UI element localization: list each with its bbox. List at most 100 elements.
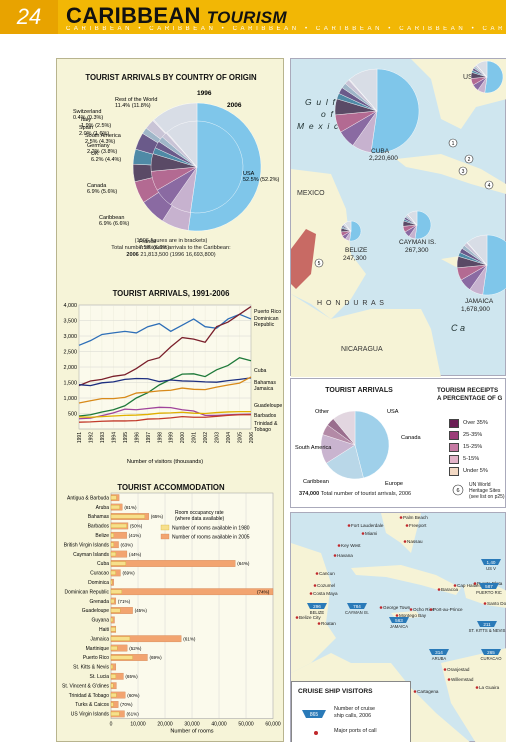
heritage-legend-number: 6	[456, 488, 459, 494]
cruise-legend-badge: 865	[310, 712, 319, 718]
small-pie-slice-1	[326, 444, 364, 480]
line-xtick-11: 2002	[203, 432, 209, 443]
cayman-name-label: CAYMAN IS.	[399, 239, 436, 246]
bar-category-2: Bahamas	[88, 514, 110, 520]
cruise-badge-ship-5	[477, 621, 497, 627]
bar-category-8: Curacao	[90, 571, 109, 577]
origin-label-value-6: 6.2% (4.4%)	[91, 157, 121, 163]
line-series-label-1: Dominican	[254, 316, 279, 322]
line-ytick-6: 3,500	[64, 319, 78, 325]
port-label-13: Montego Bay	[399, 613, 427, 618]
port-label-21: Willemstad	[451, 677, 474, 682]
usa-pie-slice-0	[484, 60, 504, 94]
port-label-5: Key West	[341, 543, 361, 548]
cruise-badge-label-0: BELIZE	[310, 610, 325, 615]
line-series-label-2: Republic	[254, 322, 275, 328]
mexico-yucatan-shading	[291, 229, 316, 289]
small-pie-label-5: South America	[295, 445, 332, 451]
port-dot-5	[337, 544, 341, 547]
bar-category-5: British Virgin Islands	[64, 542, 110, 548]
origin-2006-slice-0	[190, 120, 244, 214]
origin-note-total: Total number of tourist arrivals to the …	[111, 245, 231, 251]
bar-1980-17	[110, 655, 133, 660]
heritage-marker-3: 3	[462, 169, 465, 175]
receipts-swatch-1	[449, 431, 459, 440]
bar-occupancy-23: (61%)	[127, 712, 140, 717]
bar-1980-6	[110, 552, 117, 557]
line-xtick-1: 1992	[88, 432, 94, 443]
bar-category-20: St. Vincent & G'dines	[62, 683, 109, 689]
origin-label-value-5: 2.2% (3.8%)	[87, 149, 117, 155]
bar-legend-2005-swatch	[160, 533, 170, 540]
port-label-22: La Guaira	[479, 685, 500, 690]
origin-label-name-9: France	[139, 239, 156, 245]
bar-occupancy-7: (64%)	[237, 561, 250, 566]
port-label-8: Cozumel	[317, 583, 335, 588]
origin-label-name-7: Canada	[87, 183, 107, 189]
bar-category-12: Guadeloupe	[82, 608, 109, 614]
bar-category-13: Guyana	[91, 618, 109, 624]
bar-1980-19	[110, 674, 117, 679]
port-dot-1	[347, 524, 351, 527]
bar-occupancy-5: (63%)	[121, 542, 134, 547]
year-2006-label: 2006	[227, 102, 242, 109]
bar-1980-2	[110, 514, 145, 519]
line-series-label-7: Barbados	[254, 413, 277, 419]
bar-1980-18	[110, 664, 114, 669]
usa-label: USA	[463, 74, 478, 81]
bar-category-1: Aruba	[96, 505, 110, 511]
port-label-7: Cancun	[319, 571, 335, 576]
port-dot-20	[443, 668, 447, 671]
bar-1980-16	[110, 646, 118, 651]
bar-occupancy-22: (70%)	[120, 702, 133, 707]
bar-category-17: Puerto Rico	[83, 655, 109, 661]
caribbean-sea-label: C a	[451, 323, 465, 333]
cruise-badge-label-2: JAMAICA	[390, 624, 408, 629]
small-pie-label-0: Other	[315, 409, 329, 415]
cruise-badge-label-5: ST. KITTS & NEVIS	[469, 628, 506, 633]
cruise-badge-value-0: 296	[313, 604, 321, 609]
cruise-badge-value-7: 1,40	[487, 560, 496, 565]
cruise-legend-line2: ship calls, 2006	[334, 713, 372, 719]
line-ytick-4: 2,500	[64, 350, 78, 356]
origin-label-value-8: 6.9% (6.6%)	[99, 221, 129, 227]
origin-label-value-10: 52.5% (52.2%)	[243, 177, 280, 183]
bar-category-11: Grenada	[90, 599, 110, 605]
small-pie-label-4: Caribbean	[303, 479, 329, 485]
receipts-swatch-0	[449, 419, 459, 428]
page-title: CARIBBEAN TOURISM	[66, 3, 287, 29]
bar-legend-occupancy: Room occupancy rate	[175, 510, 224, 516]
small-pie-label-3: Europe	[385, 481, 403, 487]
jamaica-pie-slice-0	[482, 234, 506, 296]
usa-pie-slice-10	[476, 60, 488, 78]
receipts-label-0: Over 35%	[463, 420, 488, 426]
port-label-3: Miami	[365, 531, 377, 536]
line-ytick-7: 4,000	[64, 303, 78, 309]
origin-label-name-1: Switzerland	[73, 109, 101, 115]
bar-xtick-2: 20,000	[157, 722, 173, 728]
receipts-swatch-4	[449, 467, 459, 476]
line-xtick-12: 2003	[215, 432, 221, 443]
line-ytick-1: 1,000	[64, 396, 78, 402]
cruise-legend: CRUISE SHIP VISITORS 865 Number of cruis…	[291, 681, 411, 742]
page-title-italic: TOURISM	[206, 8, 287, 27]
port-label-0: Palm Beach	[403, 515, 428, 520]
belize-value-label: 247,300	[343, 255, 367, 262]
bar-2005-10	[110, 588, 274, 596]
nicaragua-label: NICARAGUA	[341, 346, 383, 353]
bar-category-7: Cuba	[97, 561, 109, 567]
cruise-badge-ship-6	[481, 649, 501, 655]
belize-pie-slice-0	[349, 220, 362, 242]
cruise-legend-ports: Major ports of call	[334, 728, 377, 734]
receipts-swatch-2	[449, 443, 459, 452]
cruise-badge-value-1: 784	[353, 604, 361, 609]
bar-occupancy-11: (71%)	[118, 599, 131, 604]
receipts-title: TOURISM RECEIPTS A PERCENTAGE OF G	[437, 387, 502, 403]
bar-category-16: Martinique	[86, 646, 110, 652]
bar-occupancy-6: (44%)	[129, 552, 142, 557]
port-dot-18	[473, 582, 477, 585]
port-dot-3	[361, 532, 365, 535]
cuba-cruise-island	[351, 565, 461, 595]
